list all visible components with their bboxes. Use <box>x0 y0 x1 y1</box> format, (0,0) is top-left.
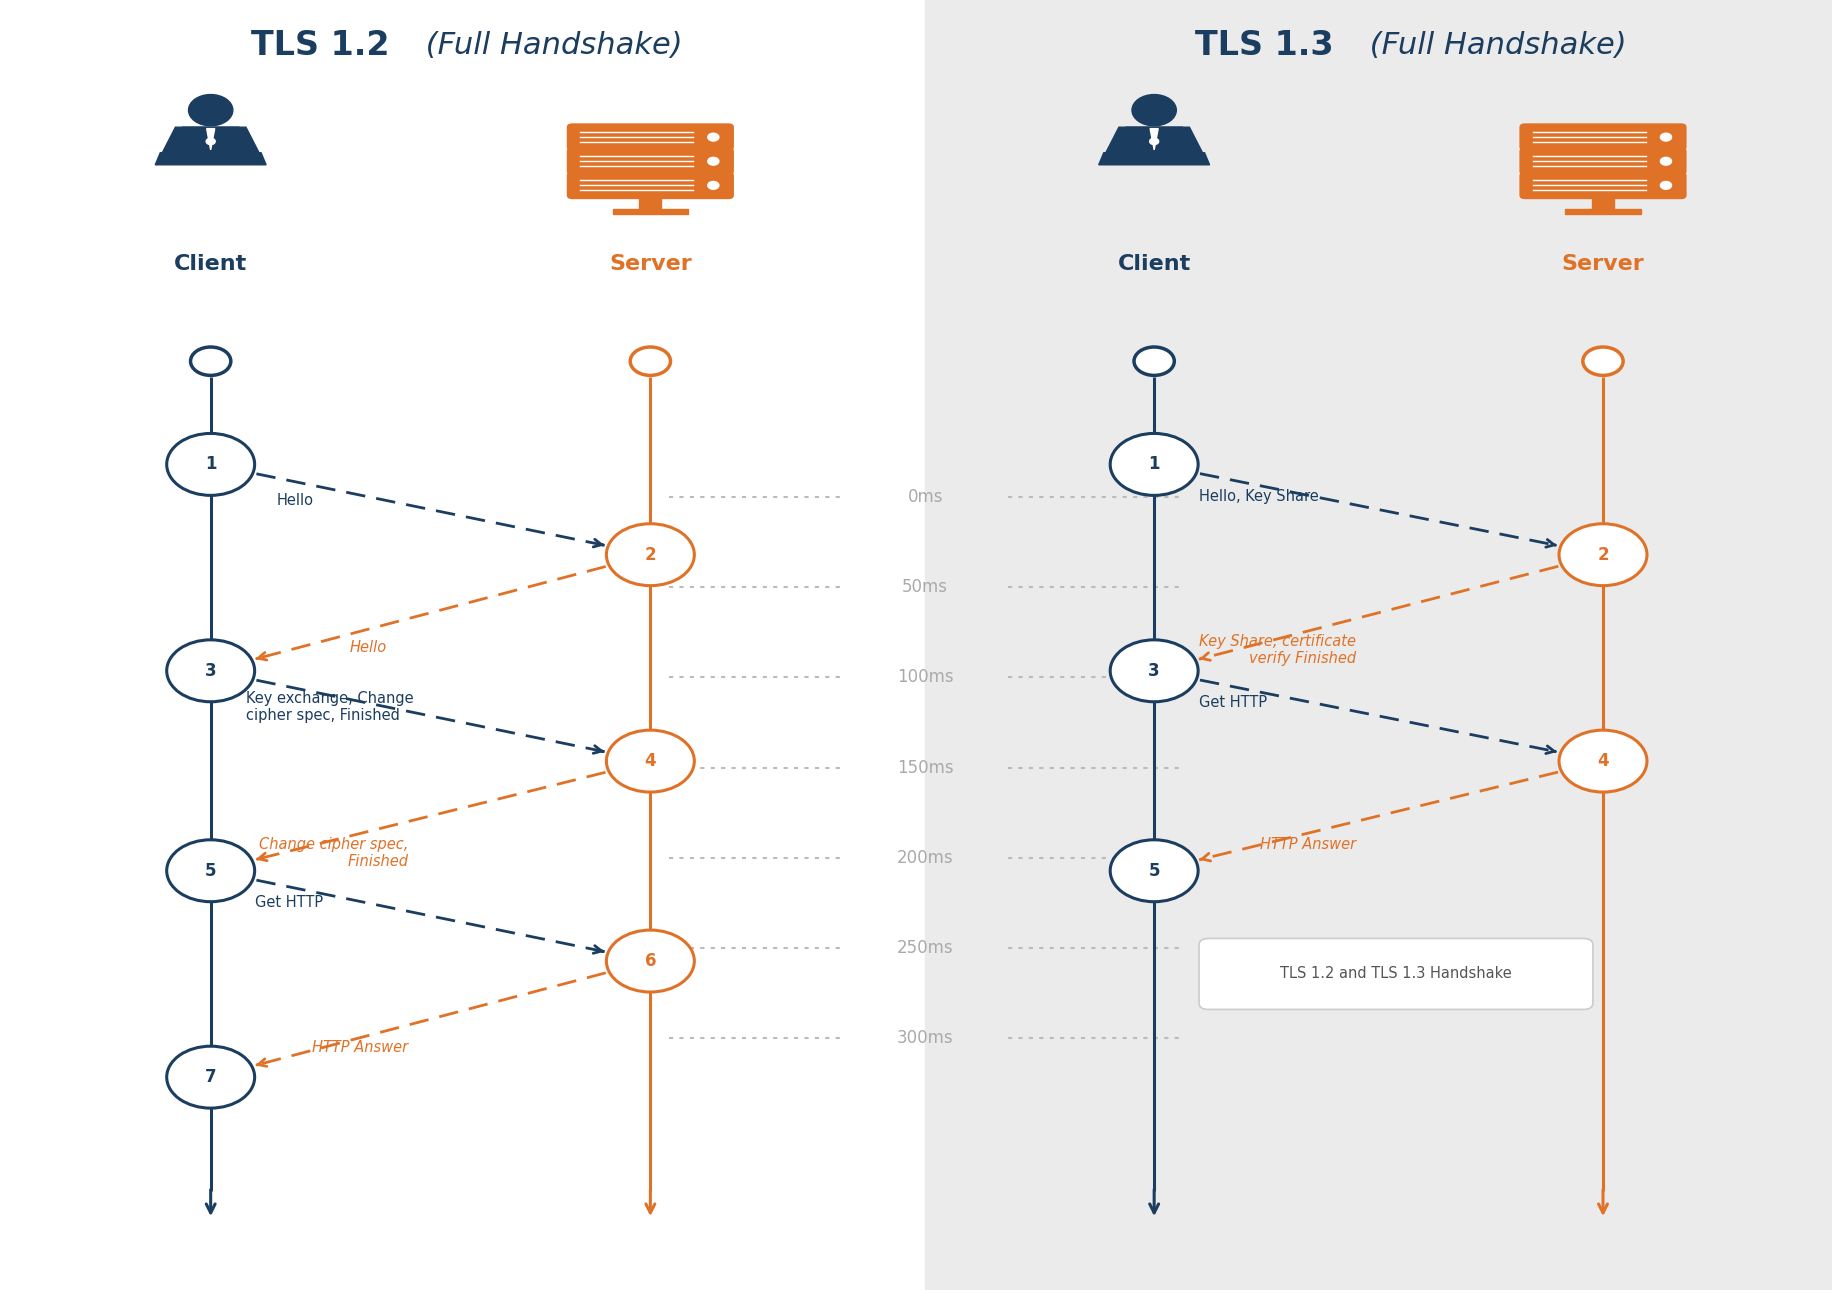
Circle shape <box>606 524 694 586</box>
Circle shape <box>1660 133 1671 141</box>
Text: Change cipher spec,
Finished: Change cipher spec, Finished <box>258 837 409 869</box>
Polygon shape <box>1099 152 1209 165</box>
Bar <box>639 195 661 209</box>
Text: 2: 2 <box>645 546 656 564</box>
FancyBboxPatch shape <box>566 172 735 199</box>
Circle shape <box>630 347 671 375</box>
Circle shape <box>1559 524 1647 586</box>
Text: Key Share, certificate
verify Finished: Key Share, certificate verify Finished <box>1200 635 1356 667</box>
Circle shape <box>707 182 718 190</box>
Circle shape <box>207 138 214 144</box>
FancyBboxPatch shape <box>566 147 735 175</box>
Bar <box>1565 209 1641 214</box>
Text: (Full Handshake): (Full Handshake) <box>1359 31 1627 59</box>
Text: TLS 1.2 and TLS 1.3 Handshake: TLS 1.2 and TLS 1.3 Handshake <box>1281 966 1511 982</box>
Circle shape <box>167 1046 255 1108</box>
Text: Get HTTP: Get HTTP <box>1198 695 1268 711</box>
Circle shape <box>189 94 233 125</box>
FancyBboxPatch shape <box>1519 147 1687 175</box>
Text: 5: 5 <box>1149 862 1160 880</box>
Text: Hello: Hello <box>277 494 313 508</box>
Circle shape <box>167 840 255 902</box>
FancyBboxPatch shape <box>566 124 735 151</box>
Text: 7: 7 <box>205 1068 216 1086</box>
Polygon shape <box>163 128 258 152</box>
Circle shape <box>1110 640 1198 702</box>
Polygon shape <box>1107 128 1202 152</box>
Bar <box>925 0 1832 1290</box>
Circle shape <box>1660 182 1671 190</box>
Text: TLS 1.3: TLS 1.3 <box>1194 28 1334 62</box>
Text: HTTP Answer: HTTP Answer <box>313 1040 409 1055</box>
Circle shape <box>191 347 231 375</box>
Bar <box>1592 195 1614 209</box>
Text: 4: 4 <box>1598 752 1608 770</box>
Circle shape <box>1660 157 1671 165</box>
FancyBboxPatch shape <box>1198 939 1592 1009</box>
Bar <box>0 0 925 1290</box>
Text: 200ms: 200ms <box>898 849 953 867</box>
Text: Client: Client <box>174 254 247 275</box>
Circle shape <box>707 133 718 141</box>
Text: 300ms: 300ms <box>898 1029 953 1047</box>
Circle shape <box>1134 347 1174 375</box>
Text: Hello: Hello <box>350 640 387 655</box>
Polygon shape <box>169 128 253 154</box>
Circle shape <box>1583 347 1623 375</box>
Text: 100ms: 100ms <box>898 668 953 686</box>
Text: (Full Handshake): (Full Handshake) <box>416 31 683 59</box>
Text: Get HTTP: Get HTTP <box>255 895 322 911</box>
Circle shape <box>1559 730 1647 792</box>
Polygon shape <box>207 129 214 150</box>
Text: 0ms: 0ms <box>907 488 943 506</box>
Circle shape <box>1150 138 1158 144</box>
Circle shape <box>167 640 255 702</box>
Text: Client: Client <box>1118 254 1191 275</box>
Polygon shape <box>1112 128 1196 154</box>
Text: 150ms: 150ms <box>898 759 953 777</box>
Text: 3: 3 <box>205 662 216 680</box>
Polygon shape <box>156 152 266 165</box>
Circle shape <box>1110 433 1198 495</box>
Text: 4: 4 <box>645 752 656 770</box>
Text: Server: Server <box>1561 254 1645 275</box>
Text: Server: Server <box>608 254 692 275</box>
Text: 250ms: 250ms <box>898 939 953 957</box>
Circle shape <box>707 157 718 165</box>
Text: 6: 6 <box>645 952 656 970</box>
Polygon shape <box>1150 129 1158 150</box>
Circle shape <box>606 730 694 792</box>
Text: Key exchange, Change
cipher spec, Finished: Key exchange, Change cipher spec, Finish… <box>245 691 414 724</box>
Text: 2: 2 <box>1598 546 1608 564</box>
Text: TLS 1.2: TLS 1.2 <box>251 28 390 62</box>
Circle shape <box>1132 94 1176 125</box>
Text: 5: 5 <box>205 862 216 880</box>
Circle shape <box>606 930 694 992</box>
Circle shape <box>1110 840 1198 902</box>
FancyBboxPatch shape <box>1519 124 1687 151</box>
Text: 1: 1 <box>1149 455 1160 473</box>
Text: 50ms: 50ms <box>901 578 949 596</box>
Bar <box>612 209 689 214</box>
Text: 1: 1 <box>205 455 216 473</box>
Circle shape <box>167 433 255 495</box>
FancyBboxPatch shape <box>1519 172 1687 199</box>
Text: 3: 3 <box>1149 662 1160 680</box>
Text: HTTP Answer: HTTP Answer <box>1260 837 1356 851</box>
Text: Hello, Key Share: Hello, Key Share <box>1198 489 1319 504</box>
